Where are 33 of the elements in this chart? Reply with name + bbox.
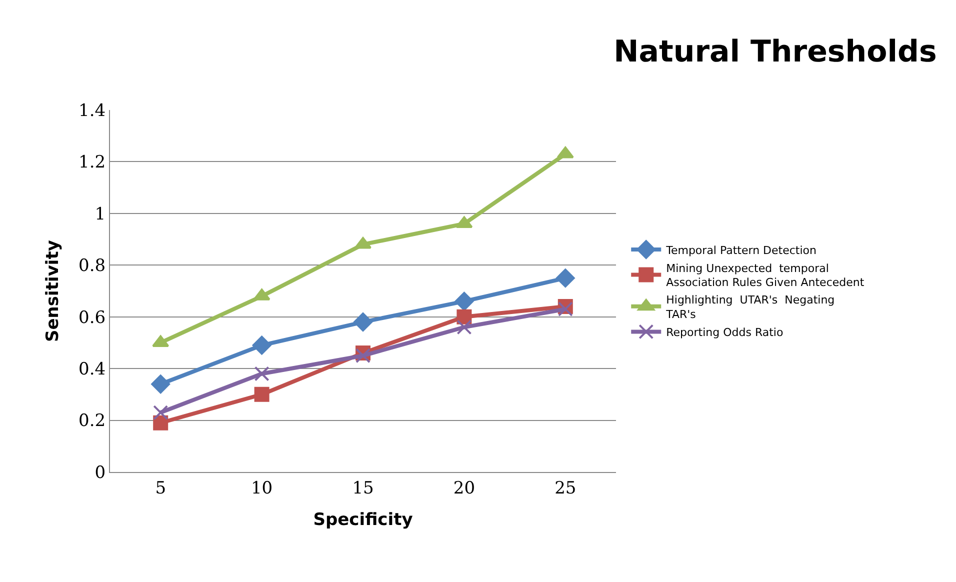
legend-label: Highlighting UTAR's Negating TAR's [665,294,835,321]
point [456,309,472,324]
x-tick-label: 5 [155,478,166,498]
point [153,405,168,420]
x-tick-label: 10 [250,478,273,498]
x-axis-title: Specificity [313,510,413,530]
legend-label: Temporal Pattern Detection [665,244,817,257]
point [254,366,270,382]
y-tick-label: 0.2 [78,411,106,432]
point [252,336,272,355]
y-tick-label: 0.4 [78,360,106,380]
y-tick-label: 1 [94,204,106,224]
y-tick-label: 0.6 [78,308,106,328]
y-tick-label: 1.4 [78,100,106,121]
y-tick-label: 1.2 [78,152,106,173]
text: Natural Thresholds [614,34,937,70]
point [454,292,474,311]
y-axis-title: Sensitivity [43,240,64,342]
point [254,386,270,402]
point [354,312,372,332]
point [456,216,473,228]
point [556,146,574,158]
point [153,415,168,430]
legend-label: Reporting Odds Ratio [666,326,784,339]
point [556,268,575,288]
legend-label: Mining Unexpected temporal Association Rules Given Antecedent [666,262,865,290]
x-tick-label: 15 [352,478,374,498]
point [151,374,170,394]
point [456,320,472,335]
y-tick-label: 0 [94,462,106,483]
y-tick-label: 0.8 [78,256,106,276]
x-tick-label: 20 [453,478,476,498]
x-tick-label: 25 [554,478,576,498]
